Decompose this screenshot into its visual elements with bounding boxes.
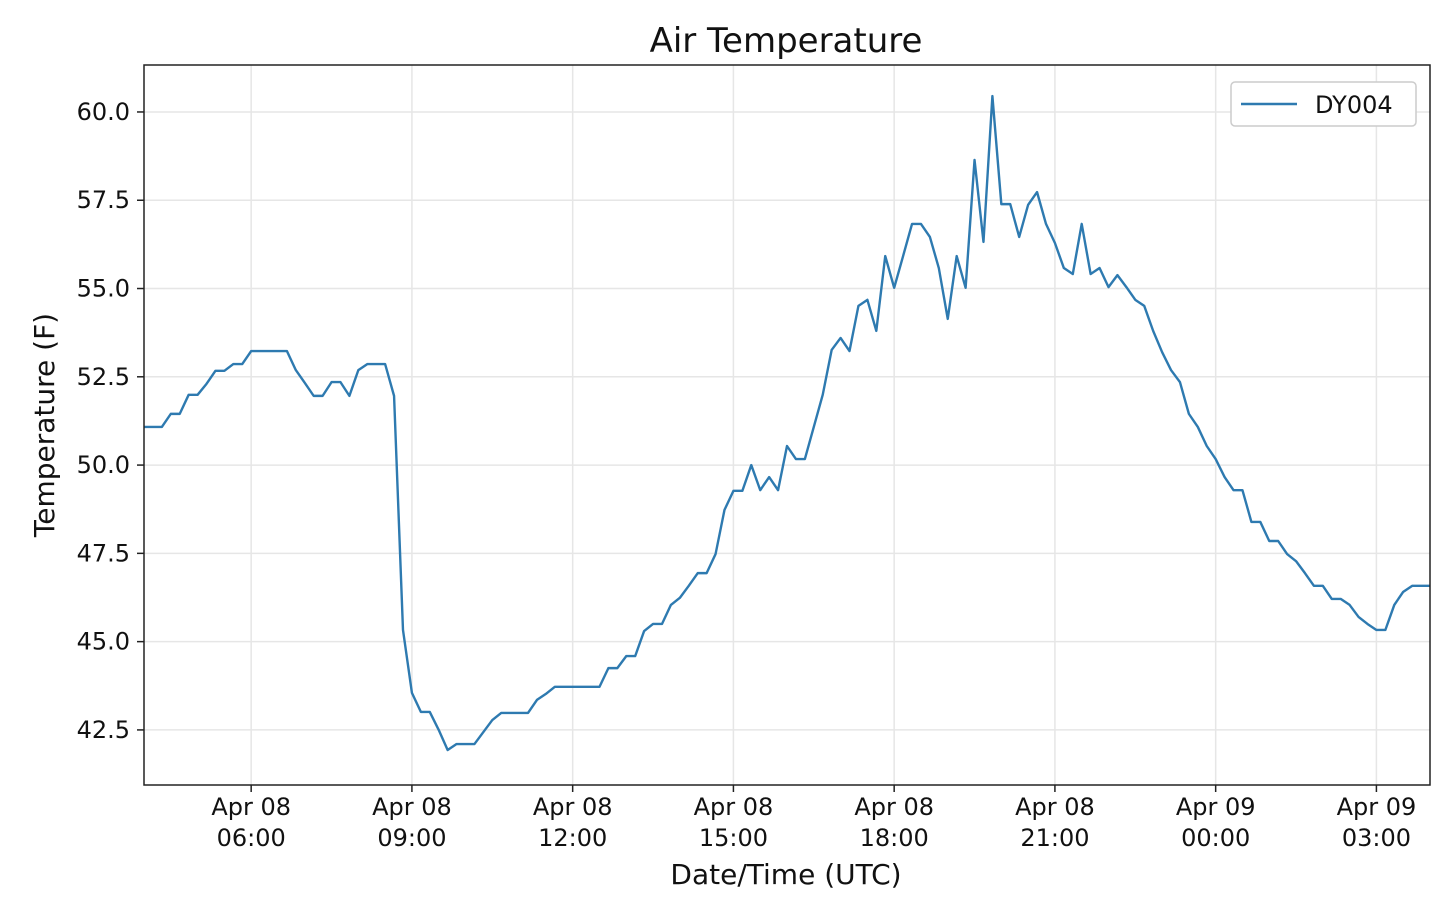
x-tick-label: Apr 09 03:00: [1337, 793, 1417, 852]
x-axis-label: Date/Time (UTC): [670, 858, 901, 891]
plot-frame: [143, 64, 1431, 786]
legend-frame: [1230, 81, 1417, 127]
legend-label: DY004: [1315, 91, 1393, 119]
y-tick-label: 50.0: [77, 451, 130, 479]
y-tick-label: 47.5: [77, 539, 130, 567]
y-tick-label: 42.5: [77, 716, 130, 744]
x-tick-label: Apr 08 15:00: [694, 793, 774, 852]
legend: DY004: [1230, 81, 1417, 127]
y-tick-label: 55.0: [77, 275, 130, 303]
x-tick-label: Apr 08 09:00: [372, 793, 452, 852]
y-tick-label: 52.5: [77, 363, 130, 391]
data-line: [144, 94, 1430, 752]
x-tick-label: Apr 08 12:00: [533, 793, 613, 852]
chart-title: Air Temperature: [650, 21, 923, 61]
y-tick-label: 57.5: [77, 186, 130, 214]
x-tick-label: Apr 09 00:00: [1176, 793, 1256, 852]
x-tick-label: Apr 08 18:00: [854, 793, 934, 852]
y-axis-label: Temperature (F): [28, 313, 61, 538]
y-tick-label: 60.0: [77, 98, 130, 126]
x-tick-label: Apr 08 21:00: [1015, 793, 1095, 852]
x-tick-label: Apr 08 06:00: [211, 793, 291, 852]
y-tick-label: 45.0: [77, 628, 130, 656]
